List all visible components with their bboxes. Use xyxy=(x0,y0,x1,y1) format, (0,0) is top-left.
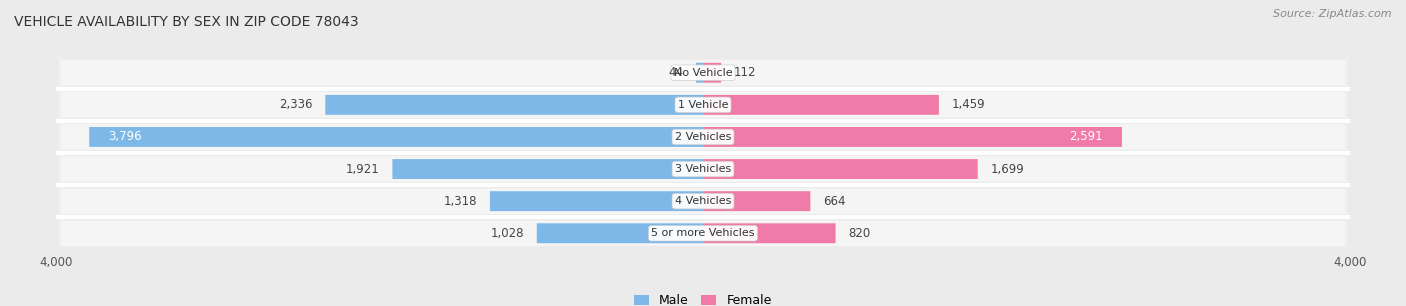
FancyBboxPatch shape xyxy=(59,0,1347,306)
Text: Source: ZipAtlas.com: Source: ZipAtlas.com xyxy=(1274,9,1392,19)
Text: 1,028: 1,028 xyxy=(491,227,524,240)
Legend: Male, Female: Male, Female xyxy=(634,294,772,306)
FancyBboxPatch shape xyxy=(703,127,1122,147)
FancyBboxPatch shape xyxy=(696,63,703,83)
FancyBboxPatch shape xyxy=(489,191,703,211)
Text: 5 or more Vehicles: 5 or more Vehicles xyxy=(651,228,755,238)
Text: 2,336: 2,336 xyxy=(278,98,312,111)
Text: 112: 112 xyxy=(734,66,756,79)
FancyBboxPatch shape xyxy=(703,191,810,211)
Text: VEHICLE AVAILABILITY BY SEX IN ZIP CODE 78043: VEHICLE AVAILABILITY BY SEX IN ZIP CODE … xyxy=(14,15,359,29)
Text: 1,699: 1,699 xyxy=(991,162,1025,176)
FancyBboxPatch shape xyxy=(703,223,835,243)
Text: 2 Vehicles: 2 Vehicles xyxy=(675,132,731,142)
Text: 44: 44 xyxy=(668,66,683,79)
FancyBboxPatch shape xyxy=(59,0,1347,306)
Text: 664: 664 xyxy=(824,195,846,208)
Text: 3 Vehicles: 3 Vehicles xyxy=(675,164,731,174)
Text: 3,796: 3,796 xyxy=(108,130,142,144)
Text: 2,591: 2,591 xyxy=(1069,130,1102,144)
Text: No Vehicle: No Vehicle xyxy=(673,68,733,78)
Text: 1,318: 1,318 xyxy=(443,195,477,208)
Text: 1,921: 1,921 xyxy=(346,162,380,176)
Text: 1 Vehicle: 1 Vehicle xyxy=(678,100,728,110)
FancyBboxPatch shape xyxy=(703,63,721,83)
FancyBboxPatch shape xyxy=(89,127,703,147)
FancyBboxPatch shape xyxy=(59,0,1347,306)
FancyBboxPatch shape xyxy=(703,95,939,115)
Text: 1,459: 1,459 xyxy=(952,98,986,111)
FancyBboxPatch shape xyxy=(325,95,703,115)
Text: 820: 820 xyxy=(849,227,870,240)
FancyBboxPatch shape xyxy=(703,159,977,179)
FancyBboxPatch shape xyxy=(392,159,703,179)
Text: 4 Vehicles: 4 Vehicles xyxy=(675,196,731,206)
FancyBboxPatch shape xyxy=(537,223,703,243)
FancyBboxPatch shape xyxy=(59,0,1347,306)
FancyBboxPatch shape xyxy=(59,0,1347,306)
FancyBboxPatch shape xyxy=(59,0,1347,306)
